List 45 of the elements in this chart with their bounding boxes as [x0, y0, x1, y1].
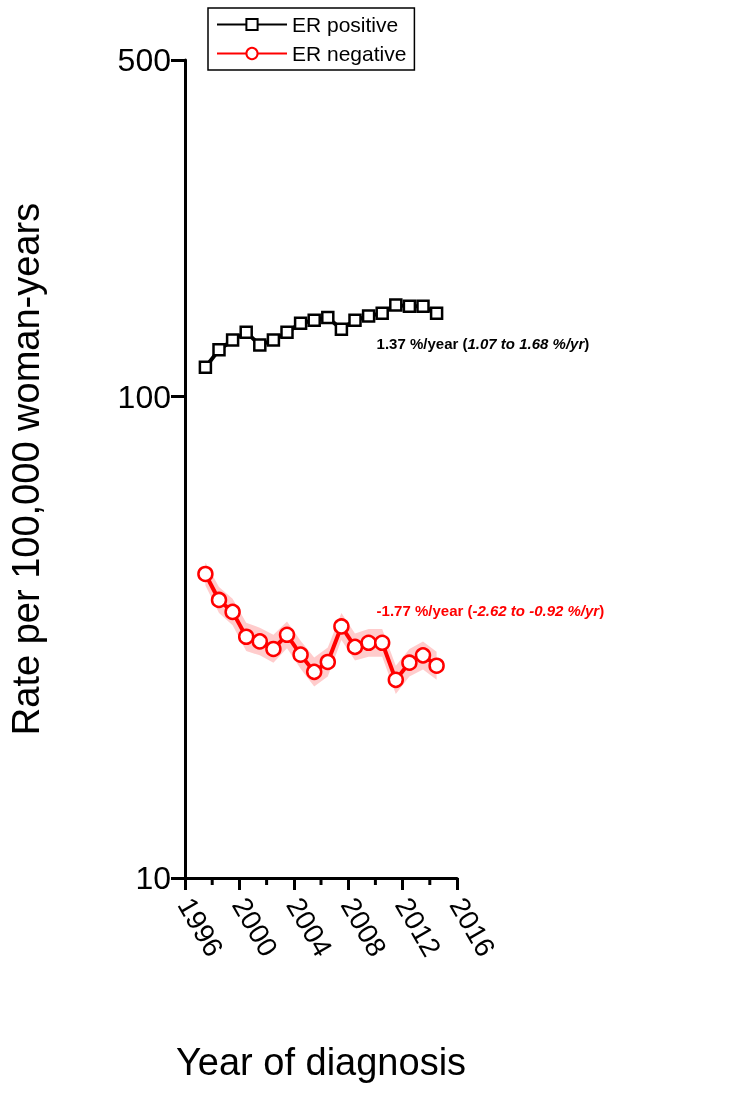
point	[265, 640, 282, 658]
point	[293, 316, 308, 330]
y-tick-label: 100	[117, 378, 171, 415]
point	[319, 653, 337, 671]
point	[224, 603, 241, 621]
point	[307, 313, 321, 328]
point	[402, 299, 417, 313]
point	[280, 325, 294, 339]
point	[212, 343, 226, 357]
point	[414, 647, 432, 664]
point	[389, 298, 403, 312]
point	[237, 628, 255, 645]
point	[333, 618, 350, 635]
point	[346, 638, 364, 656]
point	[375, 306, 389, 320]
point	[361, 309, 376, 323]
point	[429, 306, 444, 320]
point	[292, 646, 309, 663]
point	[251, 633, 269, 650]
point	[266, 333, 281, 347]
point	[428, 657, 445, 674]
point	[416, 299, 430, 313]
point	[225, 333, 240, 347]
point	[305, 663, 323, 681]
x-axis-title: Year of diagnosis	[175, 1041, 467, 1083]
point	[278, 626, 296, 644]
point	[198, 360, 213, 375]
legend-label: ER positive	[292, 13, 399, 36]
point	[321, 310, 335, 325]
point	[334, 322, 349, 336]
point	[253, 338, 267, 352]
annotation: -1.77 %/year (-2.62 to -0.92 %/yr)	[376, 602, 605, 620]
y-tick-label: 10	[135, 860, 171, 896]
point	[401, 654, 418, 671]
annotation: 1.37 %/year (1.07 to 1.68 %/yr)	[376, 334, 590, 352]
point	[210, 591, 228, 609]
point	[348, 313, 362, 328]
y-tick-label: 500	[117, 42, 171, 78]
point	[360, 634, 377, 652]
y-axis-title: Rate per 100,000 woman-years	[5, 202, 47, 736]
point	[373, 634, 391, 652]
point	[387, 671, 405, 689]
point	[239, 325, 253, 339]
point	[197, 565, 214, 583]
legend-label: ER negative	[292, 42, 407, 65]
